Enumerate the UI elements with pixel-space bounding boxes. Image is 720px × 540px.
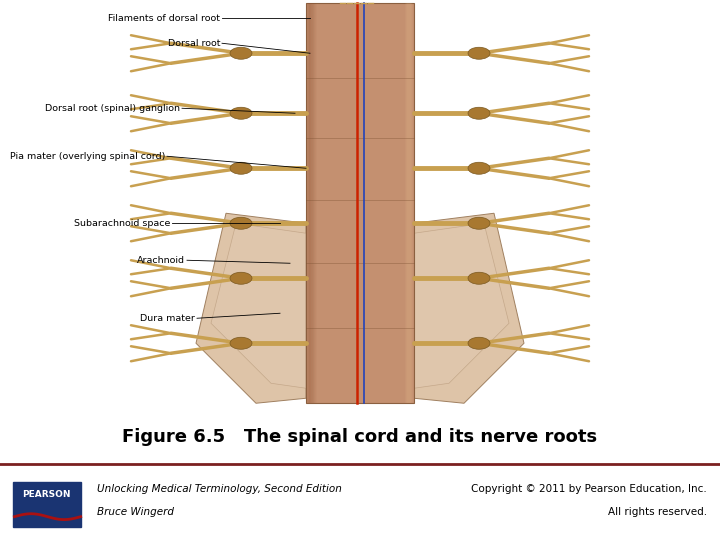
Polygon shape — [211, 223, 306, 388]
Text: PEARSON: PEARSON — [22, 490, 71, 500]
Text: Dorsal root: Dorsal root — [168, 39, 220, 48]
Text: Arachnoid: Arachnoid — [137, 256, 185, 265]
Ellipse shape — [230, 272, 252, 284]
Bar — [313, 3, 317, 403]
Ellipse shape — [468, 217, 490, 230]
Ellipse shape — [468, 272, 490, 284]
Bar — [308, 3, 312, 403]
Text: Figure 6.5   The spinal cord and its nerve roots: Figure 6.5 The spinal cord and its nerve… — [122, 428, 598, 447]
Text: Subarachnoid space: Subarachnoid space — [73, 219, 170, 228]
Text: All rights reserved.: All rights reserved. — [608, 507, 707, 517]
Bar — [408, 3, 411, 403]
Ellipse shape — [230, 107, 252, 119]
Bar — [410, 3, 413, 403]
Ellipse shape — [468, 107, 490, 119]
Text: Unlocking Medical Terminology, Second Edition: Unlocking Medical Terminology, Second Ed… — [97, 484, 342, 494]
Bar — [309, 3, 313, 403]
Text: Dorsal root (spinal) ganglion: Dorsal root (spinal) ganglion — [45, 104, 180, 113]
Ellipse shape — [468, 162, 490, 174]
Text: Pia mater (overlying spinal cord): Pia mater (overlying spinal cord) — [9, 152, 165, 161]
Polygon shape — [414, 223, 509, 388]
Bar — [406, 3, 409, 403]
Bar — [407, 3, 410, 403]
Bar — [310, 3, 314, 403]
FancyBboxPatch shape — [13, 482, 81, 527]
Bar — [405, 3, 408, 403]
Bar — [312, 3, 316, 403]
Bar — [307, 3, 311, 403]
Text: Copyright © 2011 by Pearson Education, Inc.: Copyright © 2011 by Pearson Education, I… — [472, 484, 707, 494]
Bar — [306, 3, 310, 403]
Ellipse shape — [230, 217, 252, 230]
Text: Filaments of dorsal root: Filaments of dorsal root — [108, 14, 220, 23]
Polygon shape — [414, 213, 524, 403]
Text: Bruce Wingerd: Bruce Wingerd — [97, 507, 174, 517]
Ellipse shape — [230, 47, 252, 59]
Text: Dura mater: Dura mater — [140, 314, 195, 323]
Ellipse shape — [468, 338, 490, 349]
Ellipse shape — [468, 47, 490, 59]
Ellipse shape — [230, 162, 252, 174]
Bar — [311, 3, 315, 403]
Ellipse shape — [230, 338, 252, 349]
Bar — [409, 3, 412, 403]
Polygon shape — [196, 213, 306, 403]
Bar — [306, 3, 414, 403]
